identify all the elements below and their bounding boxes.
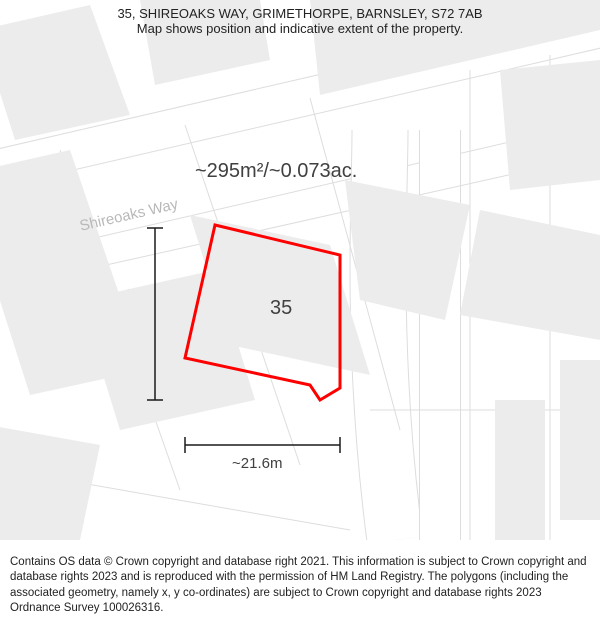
- area-label: ~295m²/~0.073ac.: [195, 160, 357, 183]
- map-svg: [0, 0, 600, 540]
- house-number-label: 35: [270, 297, 292, 320]
- subtitle: Map shows position and indicative extent…: [10, 21, 590, 36]
- address-title: 35, SHIREOAKS WAY, GRIMETHORPE, BARNSLEY…: [10, 6, 590, 21]
- buildings-group: [0, 0, 600, 540]
- dimension-horizontal-label: ~21.6m: [232, 455, 282, 472]
- header: 35, SHIREOAKS WAY, GRIMETHORPE, BARNSLEY…: [0, 0, 600, 38]
- copyright-footer: Contains OS data © Crown copyright and d…: [0, 549, 600, 625]
